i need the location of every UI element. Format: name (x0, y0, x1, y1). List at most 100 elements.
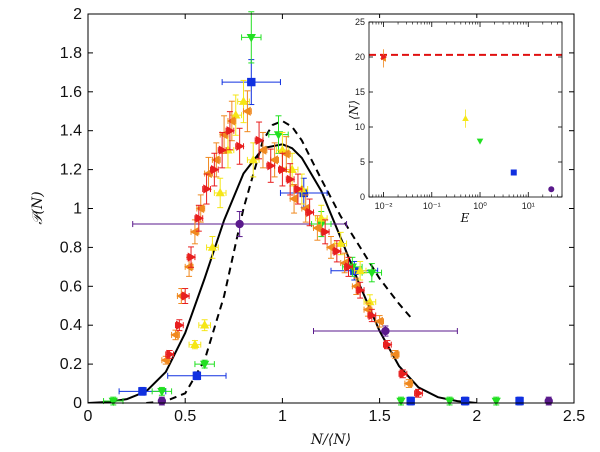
data-point (242, 106, 251, 116)
data-point (187, 252, 197, 262)
data-point (286, 174, 296, 184)
data-point (289, 194, 298, 204)
x-axis-label: N/⟨N⟩ (310, 432, 351, 448)
data-point (333, 246, 342, 256)
data-point (367, 269, 377, 278)
y-tick-label: 1.6 (60, 84, 82, 101)
y-tick-label: 0 (73, 395, 82, 412)
data-point (235, 219, 244, 229)
data-point (491, 397, 501, 407)
inset-data-point (381, 53, 388, 61)
data-point (203, 184, 212, 194)
x-tick-label: 0.5 (174, 408, 196, 425)
inset-y-tick-label: 5 (360, 157, 365, 167)
solid-model-curve (88, 143, 477, 403)
inset-y-tick-label: 10 (355, 122, 365, 132)
data-point (166, 349, 175, 359)
inset-x-tick-label: 10⁻² (375, 201, 393, 211)
data-point (390, 349, 399, 359)
data-point (211, 155, 220, 165)
y-tick-label: 0.4 (60, 317, 82, 334)
dashed-model-curve (146, 119, 412, 403)
data-point (356, 285, 366, 295)
data-point (415, 388, 424, 398)
data-point (267, 161, 276, 171)
inset-y-tick-label: 20 (355, 52, 365, 62)
data-point (157, 387, 167, 397)
data-point (460, 396, 470, 406)
data-point (273, 131, 284, 140)
data-point (108, 397, 118, 407)
inset-x-axis-label: E (460, 211, 470, 225)
y-tick-label: 1 (73, 201, 82, 218)
data-point (200, 320, 210, 329)
data-point (247, 77, 256, 87)
y-tick-label: 2 (73, 6, 82, 23)
inset-background (343, 18, 568, 201)
data-point (345, 262, 354, 272)
data-point (190, 339, 200, 349)
x-tick-label: 1 (278, 408, 287, 425)
data-point (218, 145, 228, 155)
data-point (195, 213, 204, 223)
inset-data-point (476, 138, 484, 145)
inset-x-tick-label: 10⁻¹ (423, 201, 441, 211)
x-tick-label: 1.5 (368, 408, 390, 425)
main-axes-frame (87, 13, 575, 404)
data-point (269, 155, 278, 165)
data-point (246, 33, 256, 43)
data-point (238, 96, 249, 105)
inset-y-tick-label: 0 (360, 192, 365, 202)
y-axis-label: 𝒫(N) (30, 191, 46, 224)
data-point (219, 129, 228, 140)
y-tick-label: 0.2 (60, 356, 82, 373)
data-point (203, 168, 212, 179)
data-point (248, 154, 258, 164)
inset-y-tick-label: 25 (355, 17, 365, 27)
data-point (277, 145, 288, 154)
main-plot: 0 0.5 1 1.5 2 2.500.20.40.60.811.21.41.61.82 … (30, 6, 585, 448)
data-point (192, 371, 202, 380)
y-tick-label: 0.8 (60, 239, 82, 256)
data-point (189, 227, 199, 237)
data-point (325, 242, 335, 253)
data-point (336, 238, 346, 247)
data-point (299, 188, 308, 198)
data-point (207, 242, 218, 251)
data-point (396, 397, 406, 407)
data-point (406, 396, 415, 406)
inset-plot: 0 5 10 15 20 25 10⁻² 10⁻¹ 10⁰ 10¹ E ⟨N⟩ (343, 17, 568, 225)
data-point (403, 378, 413, 389)
inset-y-tick-label: 15 (355, 87, 365, 97)
data-point (226, 116, 236, 126)
data-point (195, 203, 205, 214)
y-tick-label: 0.6 (60, 278, 82, 295)
data-point (381, 326, 390, 336)
inset-data-point (548, 186, 555, 193)
data-point (215, 187, 225, 197)
data-point (138, 387, 147, 396)
data-point (355, 265, 365, 275)
data-point (211, 164, 220, 175)
inset-axes-frame (368, 21, 563, 198)
data-point (384, 340, 393, 350)
data-point (157, 396, 167, 406)
data-point (257, 145, 267, 155)
data-point (279, 164, 288, 175)
inset-x-tick-label: 10¹ (522, 201, 535, 211)
data-point (374, 316, 383, 326)
data-point (170, 330, 179, 340)
data-point (200, 360, 210, 370)
y-tick-label: 1.4 (60, 123, 82, 140)
data-point (368, 310, 377, 321)
y-tick-label: 1.8 (60, 45, 82, 62)
data-point (255, 135, 265, 146)
inset-x-tick-label: 10⁰ (473, 201, 487, 211)
data-point (226, 126, 235, 136)
x-tick-label: 2 (472, 408, 481, 425)
inset-y-axis-label: ⟨N⟩ (347, 100, 361, 120)
data-point (306, 207, 315, 218)
inset-data-point (510, 169, 517, 176)
series-triangle-right (165, 111, 424, 398)
